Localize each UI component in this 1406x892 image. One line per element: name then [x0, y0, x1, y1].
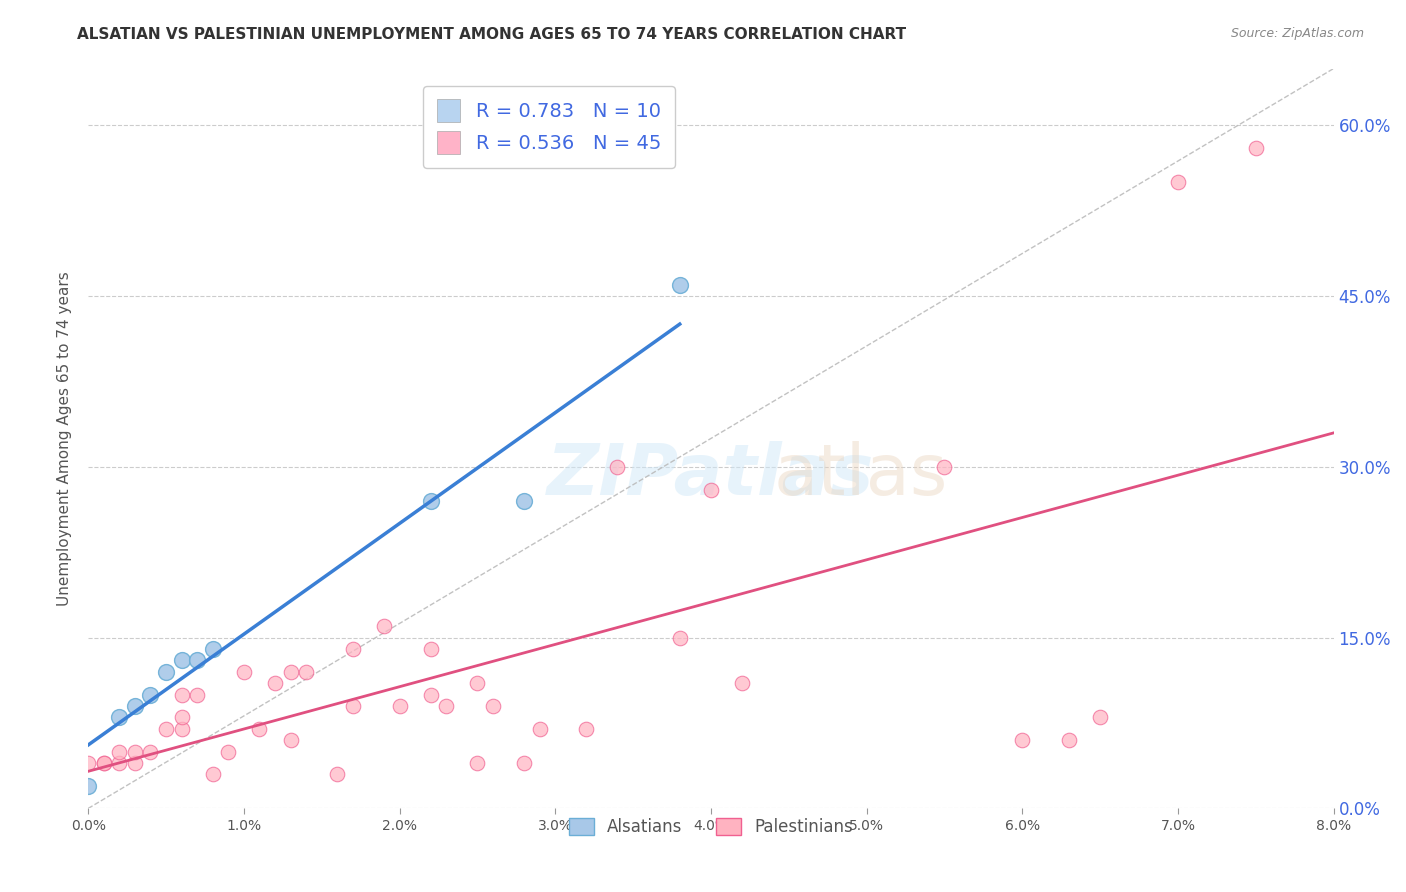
Point — [124, 698, 146, 713]
Point — [108, 710, 131, 724]
Point — [373, 619, 395, 633]
Point — [170, 710, 193, 724]
Point — [186, 653, 208, 667]
Text: ZIPatlas: ZIPatlas — [547, 441, 875, 510]
Point — [529, 722, 551, 736]
Text: Source: ZipAtlas.com: Source: ZipAtlas.com — [1230, 27, 1364, 40]
Point — [280, 733, 302, 747]
Point — [513, 494, 536, 508]
Point — [170, 653, 193, 667]
Point — [186, 688, 208, 702]
Point — [731, 676, 754, 690]
Point — [575, 722, 598, 736]
Point — [1088, 710, 1111, 724]
Point — [342, 642, 364, 657]
Point — [700, 483, 723, 497]
Point — [108, 745, 131, 759]
Point — [155, 722, 177, 736]
Point — [77, 756, 100, 770]
Point — [606, 459, 628, 474]
Point — [388, 698, 411, 713]
Point — [1011, 733, 1033, 747]
Point — [1167, 175, 1189, 189]
Point — [93, 756, 115, 770]
Point — [247, 722, 270, 736]
Point — [170, 722, 193, 736]
Point — [482, 698, 505, 713]
Point — [419, 688, 441, 702]
Point — [434, 698, 457, 713]
Point — [668, 277, 690, 292]
Point — [668, 631, 690, 645]
Point — [1244, 141, 1267, 155]
Point — [201, 767, 224, 781]
Point — [93, 756, 115, 770]
Point — [934, 459, 956, 474]
Point — [155, 665, 177, 679]
Text: atlas: atlas — [773, 441, 948, 510]
Point — [124, 745, 146, 759]
Point — [217, 745, 239, 759]
Point — [467, 756, 489, 770]
Point — [201, 642, 224, 657]
Point — [232, 665, 254, 679]
Text: ALSATIAN VS PALESTINIAN UNEMPLOYMENT AMONG AGES 65 TO 74 YEARS CORRELATION CHART: ALSATIAN VS PALESTINIAN UNEMPLOYMENT AMO… — [77, 27, 907, 42]
Point — [170, 688, 193, 702]
Point — [342, 698, 364, 713]
Point — [124, 756, 146, 770]
Point — [280, 665, 302, 679]
Point — [139, 745, 162, 759]
Point — [295, 665, 318, 679]
Point — [264, 676, 287, 690]
Legend: Alsatians, Palestinians: Alsatians, Palestinians — [561, 810, 862, 845]
Point — [419, 642, 441, 657]
Point — [108, 756, 131, 770]
Point — [513, 756, 536, 770]
Point — [77, 779, 100, 793]
Y-axis label: Unemployment Among Ages 65 to 74 years: Unemployment Among Ages 65 to 74 years — [58, 271, 72, 606]
Point — [419, 494, 441, 508]
Point — [139, 688, 162, 702]
Point — [467, 676, 489, 690]
Point — [1057, 733, 1080, 747]
Point — [326, 767, 349, 781]
